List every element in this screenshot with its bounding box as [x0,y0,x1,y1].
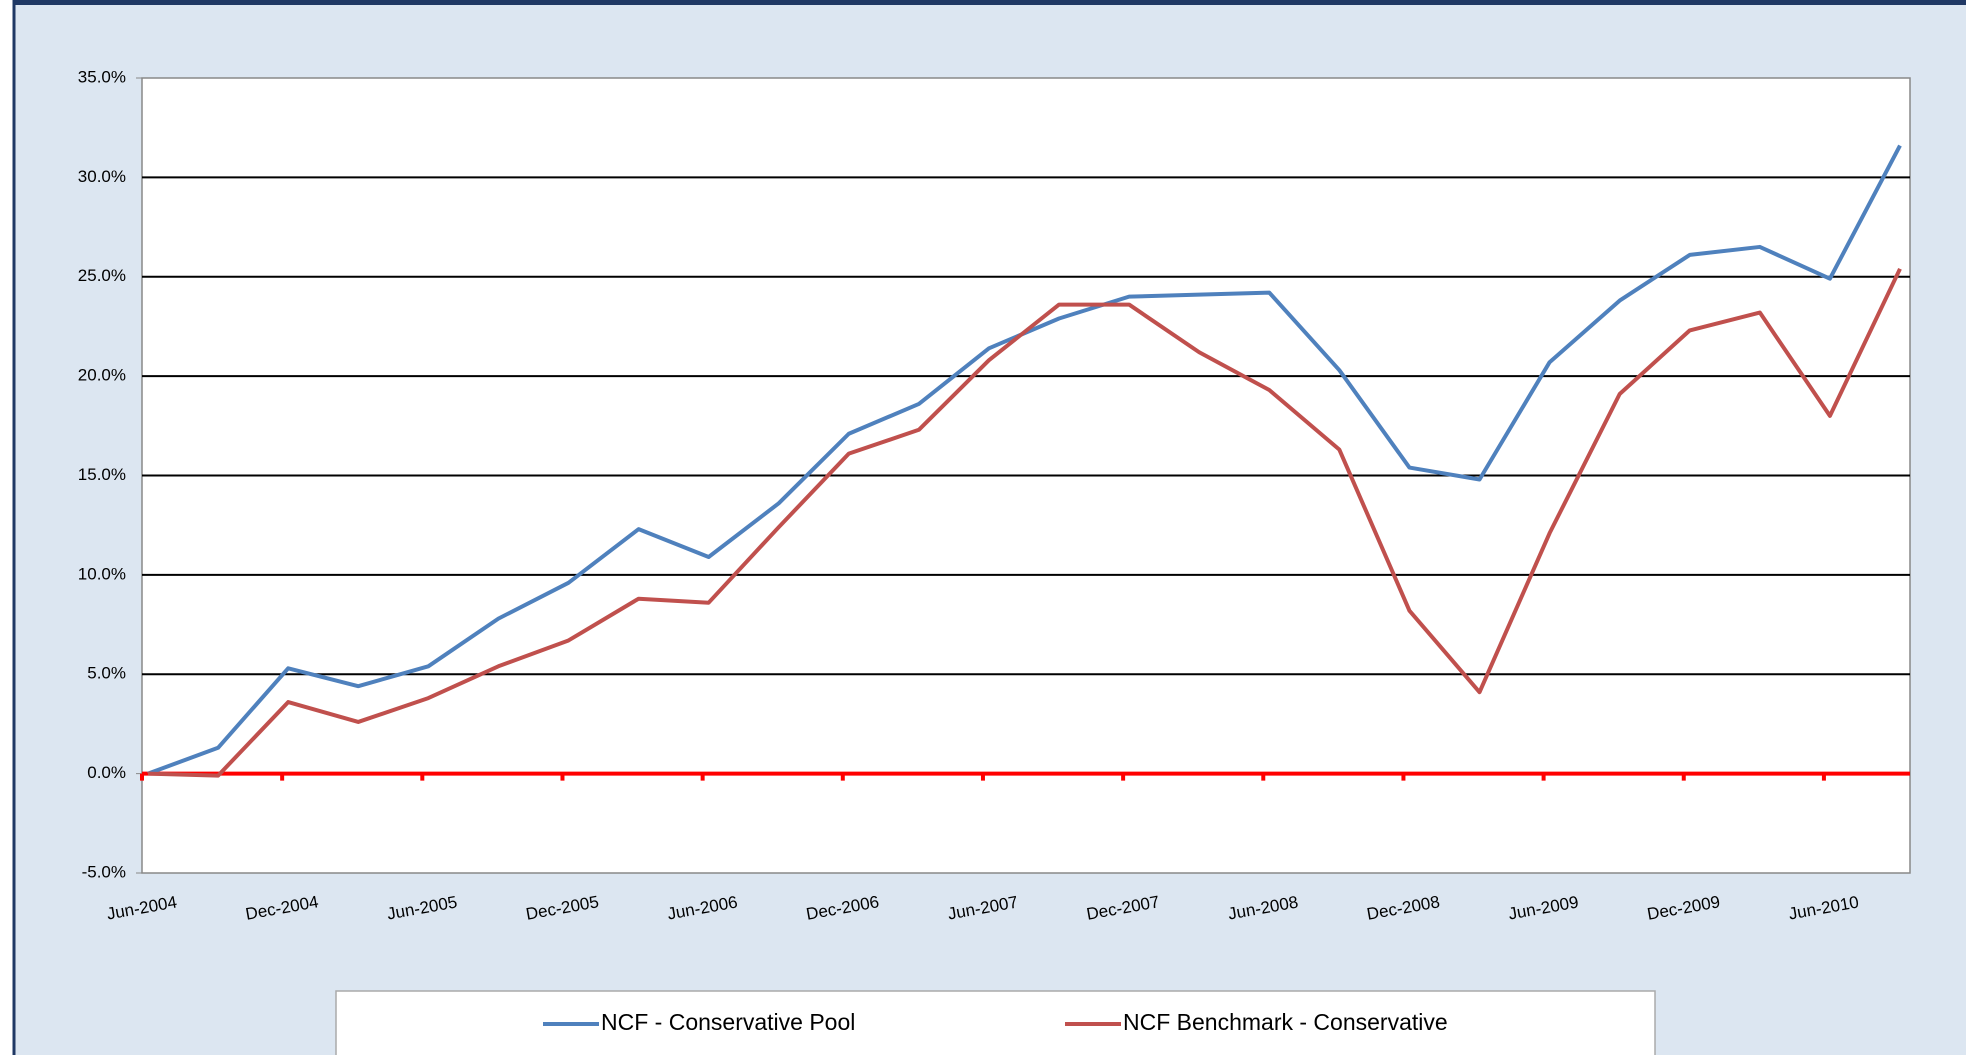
y-tick-label: 5.0% [87,664,126,683]
legend-label: NCF - Conservative Pool [601,1009,855,1035]
series-line [147,267,1902,778]
legend-label: NCF Benchmark - Conservative [1123,1009,1448,1035]
y-tick-label: 20.0% [78,366,126,385]
legend-box [335,990,1656,1055]
y-tick-label: 35.0% [78,67,126,86]
top-bar [0,0,1966,5]
y-tick-label: 10.0% [78,564,126,583]
y-tick-label: -5.0% [82,862,126,881]
y-tick-label: 0.0% [87,763,126,782]
left-margin [0,0,14,1055]
y-tick-label: 15.0% [78,465,126,484]
y-tick-label: 25.0% [78,266,126,285]
y-tick-label: 30.0% [78,167,126,186]
